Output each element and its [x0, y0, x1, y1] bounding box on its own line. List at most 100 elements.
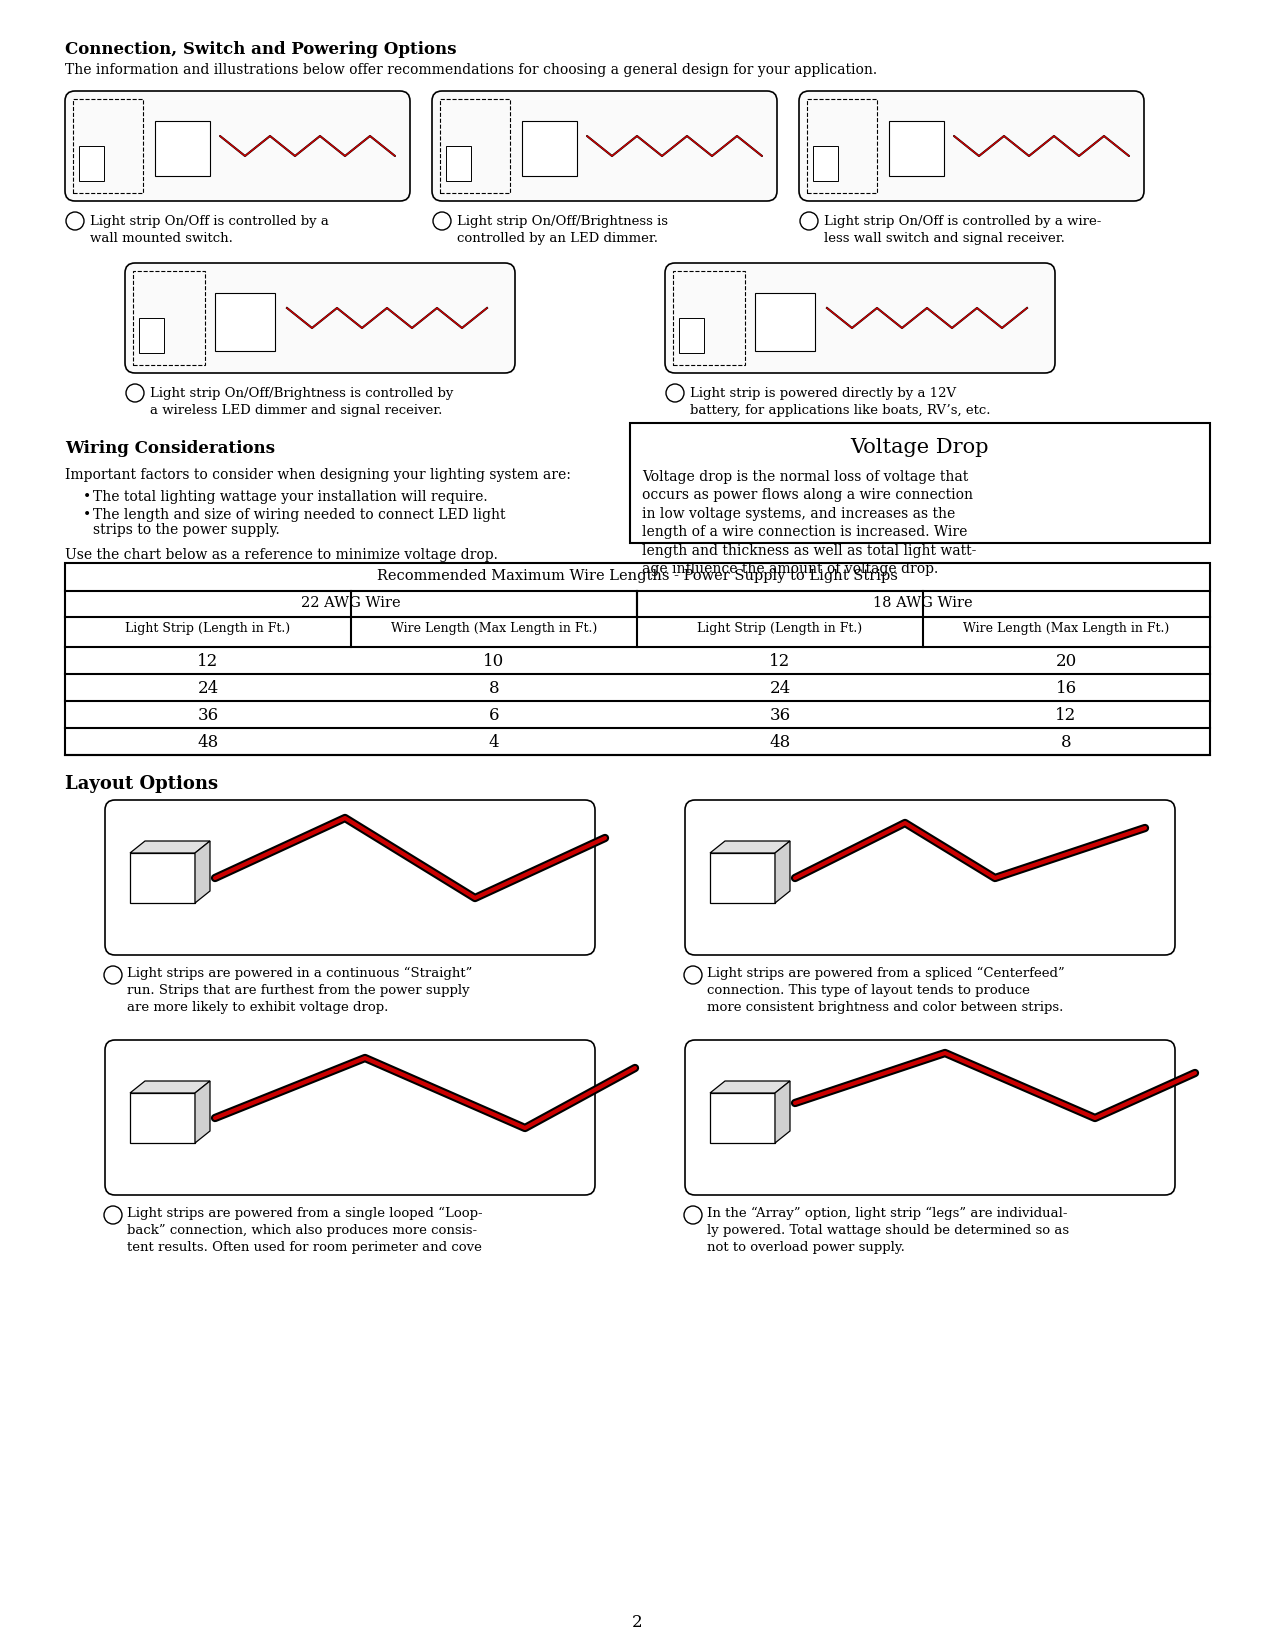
- Text: Layout Options: Layout Options: [65, 774, 218, 792]
- Text: Voltage drop is the normal loss of voltage that
occurs as power flows along a wi: Voltage drop is the normal loss of volta…: [643, 471, 977, 576]
- Text: 6: 6: [488, 707, 500, 725]
- FancyBboxPatch shape: [65, 91, 411, 201]
- FancyBboxPatch shape: [799, 91, 1144, 201]
- Polygon shape: [710, 840, 790, 854]
- Text: Light strips are powered in a continuous “Straight”
run. Strips that are furthes: Light strips are powered in a continuous…: [128, 967, 472, 1014]
- Polygon shape: [130, 1081, 210, 1093]
- Text: In the “Array” option, light strip “legs” are individual-
ly powered. Total watt: In the “Array” option, light strip “legs…: [708, 1207, 1070, 1255]
- Circle shape: [126, 385, 144, 401]
- Bar: [73, 99, 143, 193]
- Text: 8: 8: [488, 680, 500, 697]
- FancyBboxPatch shape: [105, 1040, 595, 1195]
- Text: Recommended Maximum Wire Lengths - Power Supply to Light Strips: Recommended Maximum Wire Lengths - Power…: [376, 570, 898, 583]
- Text: The information and illustrations below offer recommendations for choosing a gen: The information and illustrations below …: [65, 63, 877, 78]
- Text: 1: 1: [108, 971, 117, 982]
- Text: Wire Length (Max Length in Ft.): Wire Length (Max Length in Ft.): [963, 622, 1169, 636]
- Text: Voltage Drop: Voltage Drop: [850, 438, 989, 457]
- Bar: [65, 563, 1210, 755]
- Circle shape: [105, 1205, 122, 1223]
- Bar: [215, 292, 275, 352]
- Text: 12: 12: [1056, 707, 1076, 725]
- Text: 16: 16: [1056, 680, 1076, 697]
- Text: Light strips are powered from a spliced “Centerfeed”
connection. This type of la: Light strips are powered from a spliced …: [708, 967, 1065, 1014]
- Text: Light strip On/Off is controlled by a wire-
less wall switch and signal receiver: Light strip On/Off is controlled by a wi…: [824, 215, 1102, 244]
- Text: Use the chart below as a reference to minimize voltage drop.: Use the chart below as a reference to mi…: [65, 548, 497, 561]
- Circle shape: [66, 211, 84, 229]
- Bar: [813, 145, 838, 182]
- FancyBboxPatch shape: [105, 801, 595, 954]
- Text: Important factors to consider when designing your lighting system are:: Important factors to consider when desig…: [65, 467, 571, 482]
- Text: Light strip On/Off is controlled by a
wall mounted switch.: Light strip On/Off is controlled by a wa…: [91, 215, 329, 244]
- Circle shape: [799, 211, 819, 229]
- Bar: [521, 121, 578, 177]
- FancyBboxPatch shape: [432, 91, 776, 201]
- Text: 36: 36: [769, 707, 790, 725]
- Text: 2: 2: [631, 1615, 643, 1631]
- Text: 4: 4: [688, 1210, 697, 1223]
- Text: 18 AWG Wire: 18 AWG Wire: [873, 596, 973, 609]
- Text: 24: 24: [769, 680, 790, 697]
- Polygon shape: [775, 1081, 790, 1142]
- Polygon shape: [195, 1081, 210, 1142]
- Bar: [680, 319, 704, 353]
- FancyBboxPatch shape: [666, 263, 1054, 373]
- Text: Light Strip (Length in Ft.): Light Strip (Length in Ft.): [697, 622, 863, 636]
- Bar: [710, 854, 775, 903]
- Text: strips to the power supply.: strips to the power supply.: [93, 523, 279, 537]
- Text: Light strips are powered from a single looped “Loop-
back” connection, which als: Light strips are powered from a single l…: [128, 1207, 483, 1255]
- Text: Light strip On/Off/Brightness is controlled by
a wireless LED dimmer and signal : Light strip On/Off/Brightness is control…: [150, 386, 454, 418]
- Circle shape: [683, 1205, 703, 1223]
- Text: 48: 48: [769, 735, 790, 751]
- Bar: [79, 145, 105, 182]
- Bar: [156, 121, 210, 177]
- Text: 2: 2: [439, 216, 445, 226]
- Text: 1: 1: [71, 216, 79, 226]
- Text: 48: 48: [198, 735, 218, 751]
- Polygon shape: [710, 1081, 790, 1093]
- Text: Light strip On/Off/Brightness is
controlled by an LED dimmer.: Light strip On/Off/Brightness is control…: [456, 215, 668, 244]
- Text: Light Strip (Length in Ft.): Light Strip (Length in Ft.): [125, 622, 291, 636]
- Text: 3: 3: [806, 216, 812, 226]
- FancyBboxPatch shape: [685, 801, 1176, 954]
- Polygon shape: [130, 840, 210, 854]
- Bar: [630, 423, 1210, 543]
- Bar: [130, 1093, 195, 1142]
- Text: Wire Length (Max Length in Ft.): Wire Length (Max Length in Ft.): [391, 622, 597, 636]
- Circle shape: [683, 966, 703, 984]
- Circle shape: [434, 211, 451, 229]
- Bar: [133, 271, 205, 365]
- Bar: [673, 271, 745, 365]
- Text: 3: 3: [108, 1210, 117, 1223]
- Text: 8: 8: [1061, 735, 1071, 751]
- Text: 4: 4: [131, 388, 139, 398]
- Bar: [139, 319, 164, 353]
- Bar: [130, 854, 195, 903]
- Circle shape: [105, 966, 122, 984]
- Text: Light strip is powered directly by a 12V
battery, for applications like boats, R: Light strip is powered directly by a 12V…: [690, 386, 991, 418]
- Text: 2: 2: [688, 971, 697, 982]
- Text: 4: 4: [488, 735, 500, 751]
- FancyBboxPatch shape: [125, 263, 515, 373]
- Text: 12: 12: [769, 654, 790, 670]
- Bar: [755, 292, 815, 352]
- Polygon shape: [195, 840, 210, 903]
- FancyBboxPatch shape: [685, 1040, 1176, 1195]
- Text: •: •: [83, 509, 92, 522]
- Text: The total lighting wattage your installation will require.: The total lighting wattage your installa…: [93, 490, 487, 504]
- Bar: [807, 99, 877, 193]
- Circle shape: [666, 385, 683, 401]
- Bar: [889, 121, 944, 177]
- Text: 20: 20: [1056, 654, 1076, 670]
- Text: 22 AWG Wire: 22 AWG Wire: [301, 596, 400, 609]
- Text: Connection, Switch and Powering Options: Connection, Switch and Powering Options: [65, 41, 456, 58]
- Text: 5: 5: [672, 388, 678, 398]
- Text: Wiring Considerations: Wiring Considerations: [65, 441, 275, 457]
- Bar: [710, 1093, 775, 1142]
- Text: •: •: [83, 490, 92, 504]
- Text: 24: 24: [198, 680, 218, 697]
- Bar: [446, 145, 470, 182]
- Text: 10: 10: [483, 654, 505, 670]
- Text: 12: 12: [198, 654, 218, 670]
- Bar: [440, 99, 510, 193]
- Polygon shape: [775, 840, 790, 903]
